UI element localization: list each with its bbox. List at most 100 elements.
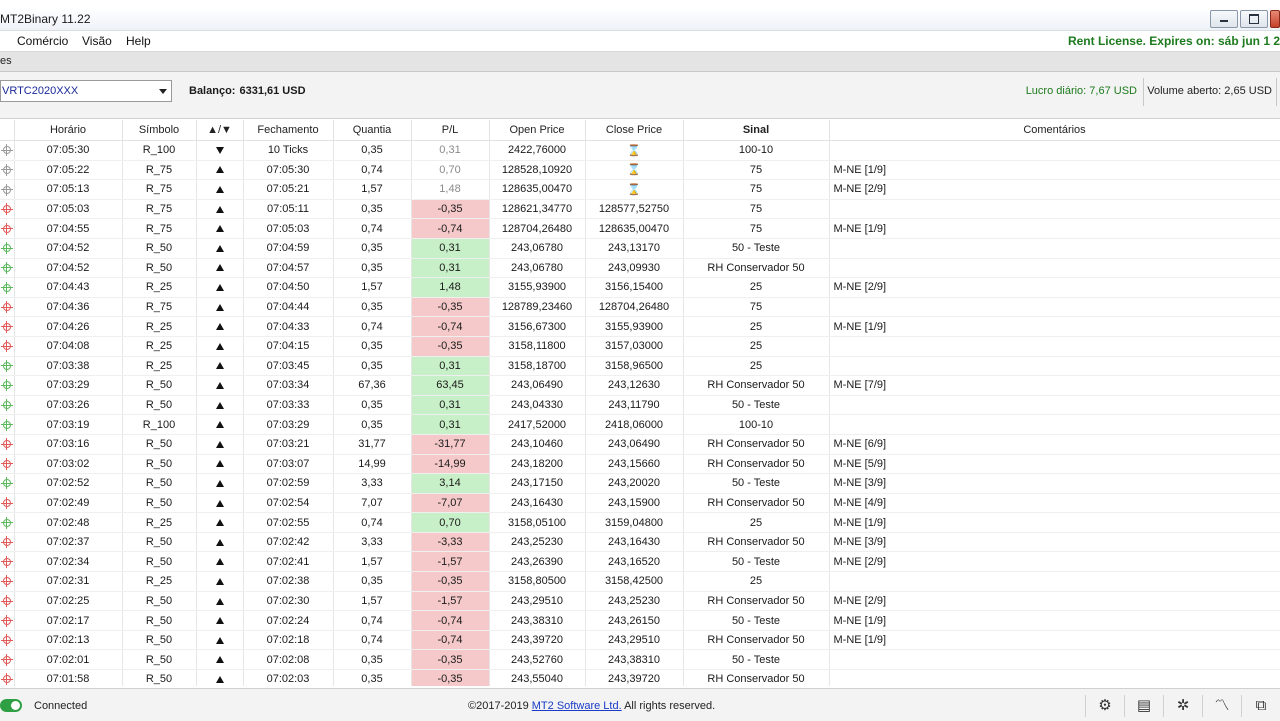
cell-fechamento: 07:03:21 — [243, 434, 334, 455]
header-direction[interactable]: ▲/▼ — [196, 120, 244, 141]
table-row[interactable]: 07:03:26 R_50 07:03:33 0,35 0,31 243,04330 243… — [0, 395, 1280, 416]
cell-quantia: 0,35 — [333, 669, 412, 686]
table-row[interactable]: 07:04:36 R_75 07:04:44 0,35 -0,35 128789,2346… — [0, 297, 1280, 318]
cell-open-price: 243,25230 — [489, 532, 586, 553]
table-row[interactable]: 07:03:19 R_100 07:03:29 0,35 0,31 2417,52000 2… — [0, 414, 1280, 435]
cell-open-price: 128789,23460 — [489, 297, 586, 318]
report-icon[interactable]: ▤ — [1124, 695, 1163, 717]
table-row[interactable]: 07:02:17 R_50 07:02:24 0,74 -0,74 243,38310 24… — [0, 610, 1280, 631]
header-simbolo[interactable]: Símbolo — [122, 120, 197, 141]
row-status-cell — [0, 610, 15, 631]
close-button[interactable] — [1270, 10, 1280, 28]
cell-horario: 07:05:30 — [14, 140, 123, 161]
gear-icon[interactable]: ⚙ — [1085, 695, 1124, 717]
cell-simbolo: R_25 — [122, 571, 197, 592]
cell-direction — [196, 610, 244, 631]
arrow-up-icon — [215, 186, 224, 194]
cell-horario: 07:02:25 — [14, 591, 123, 612]
connection-toggle[interactable] — [0, 699, 22, 712]
cell-quantia: 31,77 — [333, 434, 412, 455]
table-row[interactable]: 07:02:13 R_50 07:02:18 0,74 -0,74 243,39720 24… — [0, 630, 1280, 651]
cell-comentarios — [829, 258, 1280, 279]
crosshair-icon — [0, 438, 13, 451]
cell-fechamento: 07:04:59 — [243, 238, 334, 259]
header-quantia[interactable]: Quantia — [333, 120, 412, 141]
table-row[interactable]: 07:03:16 R_50 07:03:21 31,77 -31,77 243,10460… — [0, 434, 1280, 455]
cell-direction — [196, 238, 244, 259]
table-row[interactable]: 07:02:37 R_50 07:02:42 3,33 -3,33 243,25230 24… — [0, 532, 1280, 553]
crosshair-icon — [0, 536, 13, 549]
table-row[interactable]: 07:02:49 R_50 07:02:54 7,07 -7,07 243,16430 24… — [0, 493, 1280, 514]
table-row[interactable]: 07:02:31 R_25 07:02:38 0,35 -0,35 3158,80500 3… — [0, 571, 1280, 592]
menu-visao[interactable]: Visão — [82, 34, 112, 48]
cell-simbolo: R_50 — [122, 610, 197, 631]
arrow-up-icon — [215, 382, 224, 390]
network-icon[interactable]: ✲ — [1163, 695, 1202, 717]
header-sinal[interactable]: Sinal — [683, 120, 830, 141]
chart-icon[interactable]: 〽 — [1202, 695, 1241, 717]
cell-comentarios: M-NE [2/9] — [829, 277, 1280, 298]
header-open-price[interactable]: Open Price — [489, 120, 586, 141]
table-row[interactable]: 07:01:58 R_50 07:02:03 0,35 -0,35 243,55040 24… — [0, 669, 1280, 686]
table-row[interactable]: 07:03:02 R_50 07:03:07 14,99 -14,99 243,18200… — [0, 454, 1280, 475]
table-row[interactable]: 07:05:30 R_100 10 Ticks 0,35 0,31 2422,76000 ⌛… — [0, 140, 1280, 161]
cell-comentarios — [829, 356, 1280, 377]
table-row[interactable]: 07:04:52 R_50 07:04:59 0,35 0,31 243,06780 243… — [0, 238, 1280, 259]
cell-simbolo: R_100 — [122, 140, 197, 161]
crosshair-icon — [0, 359, 13, 372]
cell-quantia: 0,35 — [333, 199, 412, 220]
table-row[interactable]: 07:02:48 R_25 07:02:55 0,74 0,70 3158,05100 31… — [0, 512, 1280, 533]
cell-comentarios: M-NE [1/9] — [829, 316, 1280, 337]
cell-close-price: ⌛ — [585, 160, 684, 181]
minimize-button[interactable] — [1210, 10, 1238, 28]
table-row[interactable]: 07:02:25 R_50 07:02:30 1,57 -1,57 243,29510 24… — [0, 591, 1280, 612]
tab-trades[interactable]: es — [0, 55, 12, 67]
cell-direction — [196, 591, 244, 612]
menu-comercio[interactable]: Comércio — [17, 34, 69, 48]
header-horario[interactable]: Horário — [14, 120, 123, 141]
cell-fechamento: 07:02:54 — [243, 493, 334, 514]
cell-quantia: 7,07 — [333, 493, 412, 514]
cell-open-price: 3156,67300 — [489, 316, 586, 337]
crosshair-icon — [0, 222, 13, 235]
table-row[interactable]: 07:05:22 R_75 07:05:30 0,74 0,70 128528,10920… — [0, 160, 1280, 181]
table-row[interactable]: 07:04:43 R_25 07:04:50 1,57 1,48 3155,93900 31… — [0, 277, 1280, 298]
chevron-down-icon — [159, 89, 167, 94]
row-status-cell — [0, 316, 15, 337]
header-pl[interactable]: P/L — [411, 120, 490, 141]
table-row[interactable]: 07:04:08 R_25 07:04:15 0,35 -0,35 3158,11800 3… — [0, 336, 1280, 357]
table-row[interactable]: 07:02:34 R_50 07:02:41 1,57 -1,57 243,26390 24… — [0, 551, 1280, 573]
mt2-software-link[interactable]: MT2 Software Ltd. — [531, 700, 622, 712]
cell-horario: 07:02:52 — [14, 473, 123, 494]
crosshair-icon — [0, 457, 13, 470]
table-row[interactable]: 07:05:03 R_75 07:05:11 0,35 -0,35 128621,3477… — [0, 199, 1280, 220]
cell-simbolo: R_75 — [122, 160, 197, 181]
account-select[interactable]: VRTC2020XXX — [0, 80, 172, 102]
cell-simbolo: R_50 — [122, 258, 197, 279]
header-comentarios[interactable]: Comentários — [829, 120, 1280, 141]
cell-pl: -7,07 — [411, 493, 490, 514]
table-row[interactable]: 07:03:29 R_50 07:03:34 67,36 63,45 243,06490 2… — [0, 375, 1280, 396]
menu-help[interactable]: Help — [126, 34, 151, 48]
windows-icon[interactable]: ⧉ — [1241, 695, 1280, 717]
cell-sinal: 50 - Teste — [683, 238, 830, 259]
table-row[interactable]: 07:04:52 R_50 07:04:57 0,35 0,31 243,06780 243… — [0, 258, 1280, 279]
table-row[interactable]: 07:05:13 R_75 07:05:21 1,57 1,48 128635,00470… — [0, 179, 1280, 200]
row-status-cell — [0, 179, 15, 200]
maximize-button[interactable] — [1240, 10, 1268, 28]
table-row[interactable]: 07:04:55 R_75 07:05:03 0,74 -0,74 128704,2648… — [0, 218, 1280, 239]
table-row[interactable]: 07:02:52 R_50 07:02:59 3,33 3,14 243,17150 243… — [0, 473, 1280, 494]
header-fechamento[interactable]: Fechamento — [243, 120, 334, 141]
cell-sinal: 25 — [683, 356, 830, 377]
cell-open-price: 3155,93900 — [489, 277, 586, 298]
cell-fechamento: 07:02:41 — [243, 551, 334, 573]
table-row[interactable]: 07:02:01 R_50 07:02:08 0,35 -0,35 243,52760 24… — [0, 649, 1280, 671]
cell-close-price: ⌛ — [585, 140, 684, 161]
cell-pl: -0,74 — [411, 610, 490, 631]
cell-pl: -3,33 — [411, 532, 490, 553]
cell-sinal: RH Conservador 50 — [683, 258, 830, 279]
header-close-price[interactable]: Close Price — [585, 120, 684, 141]
table-row[interactable]: 07:03:38 R_25 07:03:45 0,35 0,31 3158,18700 31… — [0, 356, 1280, 377]
table-row[interactable]: 07:04:26 R_25 07:04:33 0,74 -0,74 3156,67300 3… — [0, 316, 1280, 337]
cell-simbolo: R_50 — [122, 532, 197, 553]
